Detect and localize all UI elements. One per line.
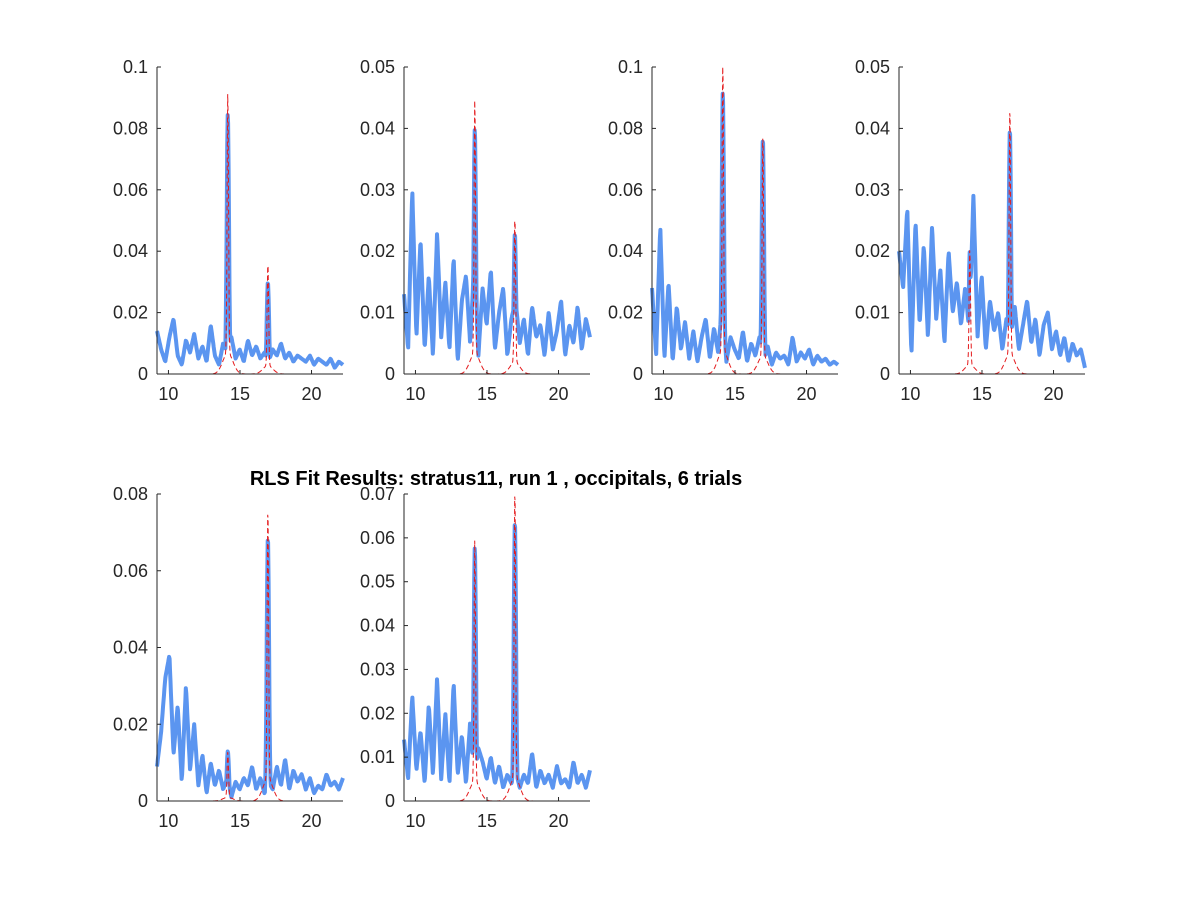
subplot-6: 10 15 20 0 0.01 0.02 0.03 0.04 0.05 0.06 0.07 (360, 484, 592, 831)
y-tick-label: 0.04 (113, 241, 148, 261)
y-tick-label: 0 (385, 791, 395, 811)
x-tick-label: 15 (477, 384, 497, 404)
x-tick-label: 15 (972, 384, 992, 404)
y-tick-label: 0.08 (608, 118, 643, 138)
x-tick-label: 10 (653, 384, 673, 404)
y-tick-label: 0.06 (113, 561, 148, 581)
y-tick-label: 0.05 (360, 57, 395, 77)
y-tick-label: 0.04 (360, 118, 395, 138)
y-tick-label: 0.01 (855, 303, 890, 323)
y-tick-label: 0.06 (608, 180, 643, 200)
y-tick-label: 0 (138, 791, 148, 811)
y-tick-label: 0 (385, 364, 395, 384)
y-tick-label: 0.01 (360, 303, 395, 323)
x-tick-label: 20 (549, 811, 569, 831)
data-series-line (402, 523, 592, 790)
x-tick-label: 15 (230, 384, 250, 404)
y-tick-label: 0.05 (855, 57, 890, 77)
y-tick-label: 0.04 (608, 241, 643, 261)
x-tick-label: 15 (725, 384, 745, 404)
y-tick-label: 0.03 (855, 180, 890, 200)
y-tick-label: 0.06 (113, 180, 148, 200)
subplot-3: 10 15 20 0 0.02 0.04 0.06 0.08 0.1 (608, 57, 840, 404)
y-tick-label: 0.01 (360, 747, 395, 767)
x-tick-label: 10 (405, 384, 425, 404)
y-tick-label: 0.02 (855, 241, 890, 261)
y-tick-label: 0.1 (123, 57, 148, 77)
x-tick-label: 10 (405, 811, 425, 831)
y-tick-label: 0.02 (113, 303, 148, 323)
y-tick-label: 0.02 (360, 241, 395, 261)
x-tick-label: 15 (230, 811, 250, 831)
x-tick-label: 20 (302, 384, 322, 404)
y-tick-label: 0.1 (618, 57, 643, 77)
x-tick-label: 10 (900, 384, 920, 404)
figure-title: RLS Fit Results: stratus11, run 1 , occi… (250, 468, 742, 490)
x-tick-label: 20 (1044, 384, 1064, 404)
y-tick-label: 0.02 (608, 303, 643, 323)
x-tick-label: 20 (797, 384, 817, 404)
y-tick-label: 0 (880, 364, 890, 384)
subplot-2: 10 15 20 0 0.01 0.02 0.03 0.04 0.05 (360, 57, 592, 404)
data-series-line (402, 128, 592, 361)
x-tick-label: 15 (477, 811, 497, 831)
subplot-1: 10 15 20 0 0.02 0.04 0.06 0.08 0.1 (113, 57, 345, 404)
y-tick-label: 0.05 (360, 572, 395, 592)
data-series-line (155, 113, 345, 370)
y-tick-label: 0.08 (113, 118, 148, 138)
y-tick-label: 0.04 (113, 638, 148, 658)
subplot-4: 10 15 20 0 0.01 0.02 0.03 0.04 0.05 (855, 57, 1087, 404)
x-tick-label: 10 (158, 384, 178, 404)
y-tick-label: 0.06 (360, 528, 395, 548)
y-tick-label: 0 (138, 364, 148, 384)
x-tick-label: 10 (158, 811, 178, 831)
y-tick-label: 0.08 (113, 484, 148, 504)
y-tick-label: 0.02 (113, 714, 148, 734)
axes-layer: 10 15 20 0 0.02 0.04 0.06 0.08 0.1 10 15 20 0 0.01 0.0… (113, 57, 1087, 831)
data-series-line (897, 130, 1087, 369)
y-tick-label: 0 (633, 364, 643, 384)
y-tick-label: 0.03 (360, 659, 395, 679)
y-tick-label: 0.04 (855, 118, 890, 138)
x-tick-label: 20 (549, 384, 569, 404)
y-tick-label: 0.02 (360, 703, 395, 723)
x-tick-label: 20 (302, 811, 322, 831)
y-tick-label: 0.04 (360, 616, 395, 636)
y-tick-label: 0.03 (360, 180, 395, 200)
data-series-line (155, 538, 345, 800)
y-tick-label: 0.07 (360, 484, 395, 504)
data-series-line (650, 91, 840, 367)
subplot-5: 10 15 20 0 0.02 0.04 0.06 0.08 (113, 484, 345, 831)
